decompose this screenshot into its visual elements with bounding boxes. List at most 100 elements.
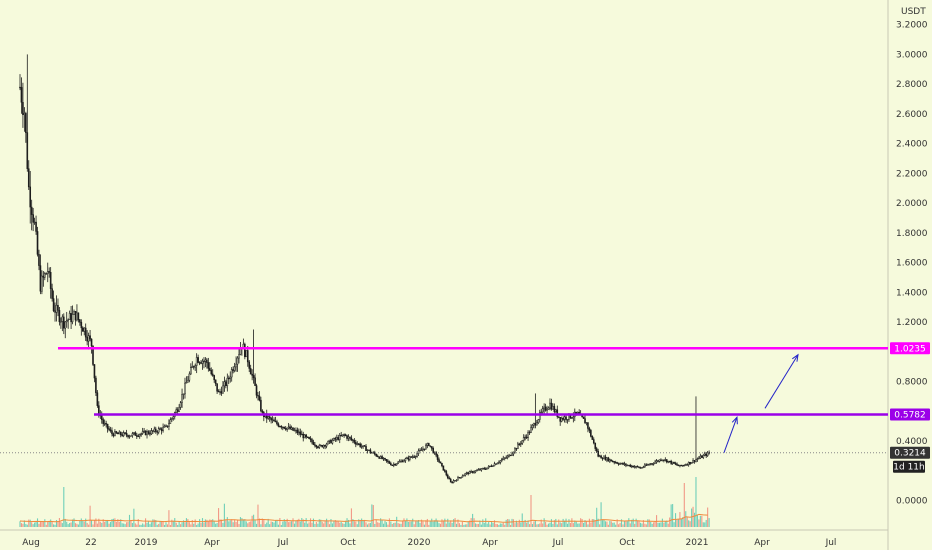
volume-bar — [328, 524, 331, 527]
volume-bar — [609, 520, 611, 527]
volume-bar — [569, 523, 571, 527]
candle-body — [541, 408, 544, 413]
candle-body — [429, 445, 432, 447]
price-tick-labels: 3.2000 3.0000 2.8000 2.6000 2.4000 2.2000 2.00… — [896, 21, 928, 507]
volume-bar — [466, 524, 468, 527]
candle-body — [557, 416, 560, 418]
volume-bar — [239, 517, 242, 527]
candle-body — [55, 304, 58, 313]
volume-bar — [365, 522, 367, 527]
candle-body — [470, 471, 472, 473]
price-tick-label: 0.4000 — [896, 437, 928, 447]
candle-body — [95, 377, 97, 394]
volume-bar — [223, 503, 225, 527]
volume-bar — [25, 523, 27, 527]
volume-bar — [705, 519, 707, 527]
candle-body — [74, 311, 77, 321]
volume-bar — [663, 522, 665, 527]
candle-body — [584, 418, 586, 424]
candle-body — [657, 460, 659, 462]
volume-bar — [253, 514, 255, 527]
volume-bar — [437, 520, 439, 527]
volume-bar — [254, 519, 256, 527]
candle-body — [257, 394, 259, 397]
time-axis[interactable]: Aug 22 2019 Apr Jul Oct 2020 Apr Jul Oct 2021 Apr Ju… — [0, 529, 888, 548]
volume-bar — [685, 511, 687, 527]
candle-body — [505, 457, 507, 459]
candle-body — [553, 406, 556, 412]
volume-bar — [673, 522, 675, 527]
volume-bar — [36, 518, 39, 527]
candle-body — [404, 458, 407, 461]
volume-bar — [403, 518, 405, 527]
volume-bar — [242, 519, 244, 527]
projection-arrows[interactable] — [723, 353, 799, 453]
volume-bar — [625, 521, 627, 527]
volume-bar — [435, 518, 437, 527]
volume-bar — [545, 521, 547, 527]
volume-bar — [590, 522, 592, 527]
candle-body — [525, 436, 528, 439]
candle-body — [625, 463, 627, 466]
candle-body — [444, 470, 446, 472]
candle-body — [181, 394, 183, 403]
volume-bar — [493, 520, 496, 527]
volume-bar — [372, 505, 374, 527]
volume-bar — [66, 521, 68, 527]
candle-body — [260, 399, 262, 412]
volume-bar — [298, 518, 300, 527]
projection-arrowhead — [731, 416, 738, 425]
candle-body — [676, 463, 678, 466]
candle-body — [140, 433, 142, 435]
candle-body — [159, 428, 161, 430]
volume-bar — [512, 519, 515, 527]
volume-bar — [527, 520, 529, 527]
volume-bar — [352, 519, 354, 527]
candle-body — [200, 362, 202, 364]
candle-body — [702, 455, 705, 458]
volume-bar — [124, 524, 126, 527]
candle-body — [458, 477, 461, 479]
volume-bar — [337, 521, 339, 527]
support-badge-bg — [890, 408, 930, 421]
candle-body — [518, 443, 521, 445]
volume-bar — [276, 519, 278, 527]
volume-bar — [339, 522, 341, 527]
candle-body — [501, 459, 503, 461]
candle-body — [35, 221, 37, 232]
candle-body — [359, 443, 361, 447]
volume-bar — [282, 521, 284, 527]
candle-body — [207, 362, 210, 369]
volume-bar — [578, 523, 580, 527]
volume-bar — [269, 524, 271, 527]
candle-body — [124, 432, 126, 434]
candle-body — [277, 423, 280, 427]
volume-bar — [292, 518, 294, 527]
candle-body — [201, 360, 204, 364]
candle-body — [136, 435, 138, 437]
candle-body — [482, 468, 484, 470]
candle-body — [230, 369, 233, 378]
volume-bar — [483, 522, 485, 527]
candle-body — [300, 433, 303, 436]
candle-body — [185, 381, 188, 384]
candle-body — [70, 313, 72, 323]
time-tick-label: 2020 — [408, 538, 431, 548]
volume-bar — [549, 522, 551, 527]
volume-bar — [162, 521, 164, 527]
candle-body — [460, 477, 462, 479]
candle-body — [642, 466, 645, 468]
candle-body — [27, 168, 30, 188]
volume-bar — [168, 510, 170, 527]
candle-body — [325, 443, 328, 447]
volume-bar — [248, 521, 250, 527]
candle-body — [636, 465, 639, 468]
volume-bar — [603, 519, 605, 527]
price-axis[interactable]: USDT 3.2000 3.0000 2.8000 2.6000 2.4000 2.200… — [887, 0, 928, 550]
volume-bar — [356, 524, 358, 527]
candle-body — [677, 464, 680, 467]
candle-body — [295, 429, 297, 432]
candle-body — [622, 462, 624, 465]
